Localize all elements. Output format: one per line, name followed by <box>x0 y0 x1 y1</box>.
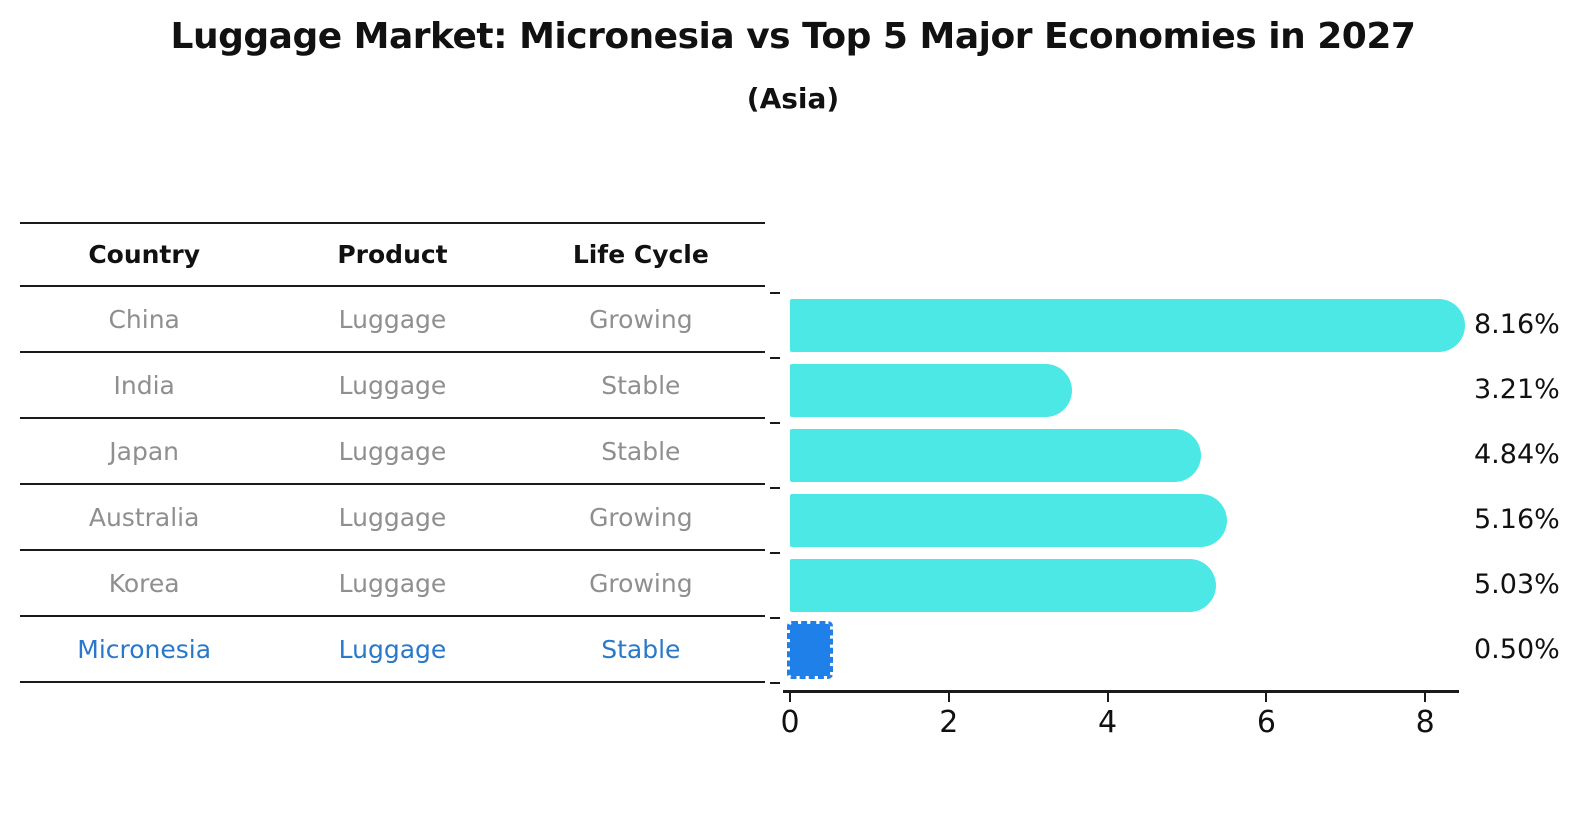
column-header-country: Country <box>20 223 269 287</box>
y-axis-tick <box>770 422 780 424</box>
cell-country: Micronesia <box>20 616 269 683</box>
table-header-row: Country Product Life Cycle <box>20 223 765 287</box>
x-axis-tick <box>1265 693 1268 702</box>
x-axis-tick-label: 8 <box>1415 705 1435 740</box>
y-axis-tick <box>770 552 780 554</box>
column-header-product: Product <box>268 223 517 287</box>
cell-product: Luggage <box>268 616 517 683</box>
chart-title: Luggage Market: Micronesia vs Top 5 Majo… <box>170 16 1416 57</box>
cell-life-cycle: Growing <box>516 286 765 353</box>
bar-australia <box>790 493 1227 547</box>
cell-product: Luggage <box>268 484 517 551</box>
cell-country: India <box>20 352 269 419</box>
x-axis-tick-label: 4 <box>1098 705 1118 740</box>
value-label-australia: 5.16% <box>1474 504 1560 535</box>
table-row-korea: Korea Luggage Growing <box>20 550 765 617</box>
cell-country: Australia <box>20 484 269 551</box>
cell-life-cycle: Growing <box>516 484 765 551</box>
bar-korea <box>790 558 1217 612</box>
chart-subtitle: (Asia) <box>746 82 840 115</box>
y-axis-tick <box>770 357 780 359</box>
x-axis-tick-label: 2 <box>939 705 959 740</box>
value-label-india: 3.21% <box>1474 374 1560 405</box>
x-axis-tick-label: 0 <box>780 705 800 740</box>
cell-country: Korea <box>20 550 269 617</box>
value-label-micronesia: 0.50% <box>1474 634 1560 665</box>
y-axis-tick <box>770 292 780 294</box>
value-label-japan: 4.84% <box>1474 439 1560 470</box>
cell-life-cycle: Growing <box>516 550 765 617</box>
cell-country: Japan <box>20 418 269 485</box>
table-row-china: China Luggage Growing <box>20 286 765 353</box>
x-axis-tick <box>947 693 950 702</box>
x-axis-tick <box>1106 693 1109 702</box>
table-row-india: India Luggage Stable <box>20 352 765 419</box>
country-table: Country Product Life Cycle China Luggage… <box>20 222 765 683</box>
cell-life-cycle: Stable <box>516 418 765 485</box>
column-header-life-cycle: Life Cycle <box>516 223 765 287</box>
bar-india <box>790 363 1072 417</box>
bar-china <box>790 298 1465 352</box>
bar-japan <box>790 428 1202 482</box>
cell-product: Luggage <box>268 286 517 353</box>
cell-product: Luggage <box>268 550 517 617</box>
x-axis-tick <box>1424 693 1427 702</box>
table-row-japan: Japan Luggage Stable <box>20 418 765 485</box>
value-label-korea: 5.03% <box>1474 569 1560 600</box>
bar-micronesia-highlighted <box>787 621 833 679</box>
y-axis-tick <box>770 682 780 684</box>
table-row-micronesia-highlighted: Micronesia Luggage Stable <box>20 616 765 683</box>
x-axis-tick <box>789 693 791 702</box>
cell-life-cycle: Stable <box>516 352 765 419</box>
y-axis-tick <box>770 487 780 489</box>
cell-country: China <box>20 286 269 353</box>
cell-product: Luggage <box>268 418 517 485</box>
value-label-china: 8.16% <box>1474 309 1560 340</box>
x-axis-tick-label: 6 <box>1256 705 1276 740</box>
cell-life-cycle: Stable <box>516 616 765 683</box>
x-axis-line <box>783 690 1459 693</box>
cell-product: Luggage <box>268 352 517 419</box>
table-row-australia: Australia Luggage Growing <box>20 484 765 551</box>
y-axis-tick <box>770 617 780 619</box>
